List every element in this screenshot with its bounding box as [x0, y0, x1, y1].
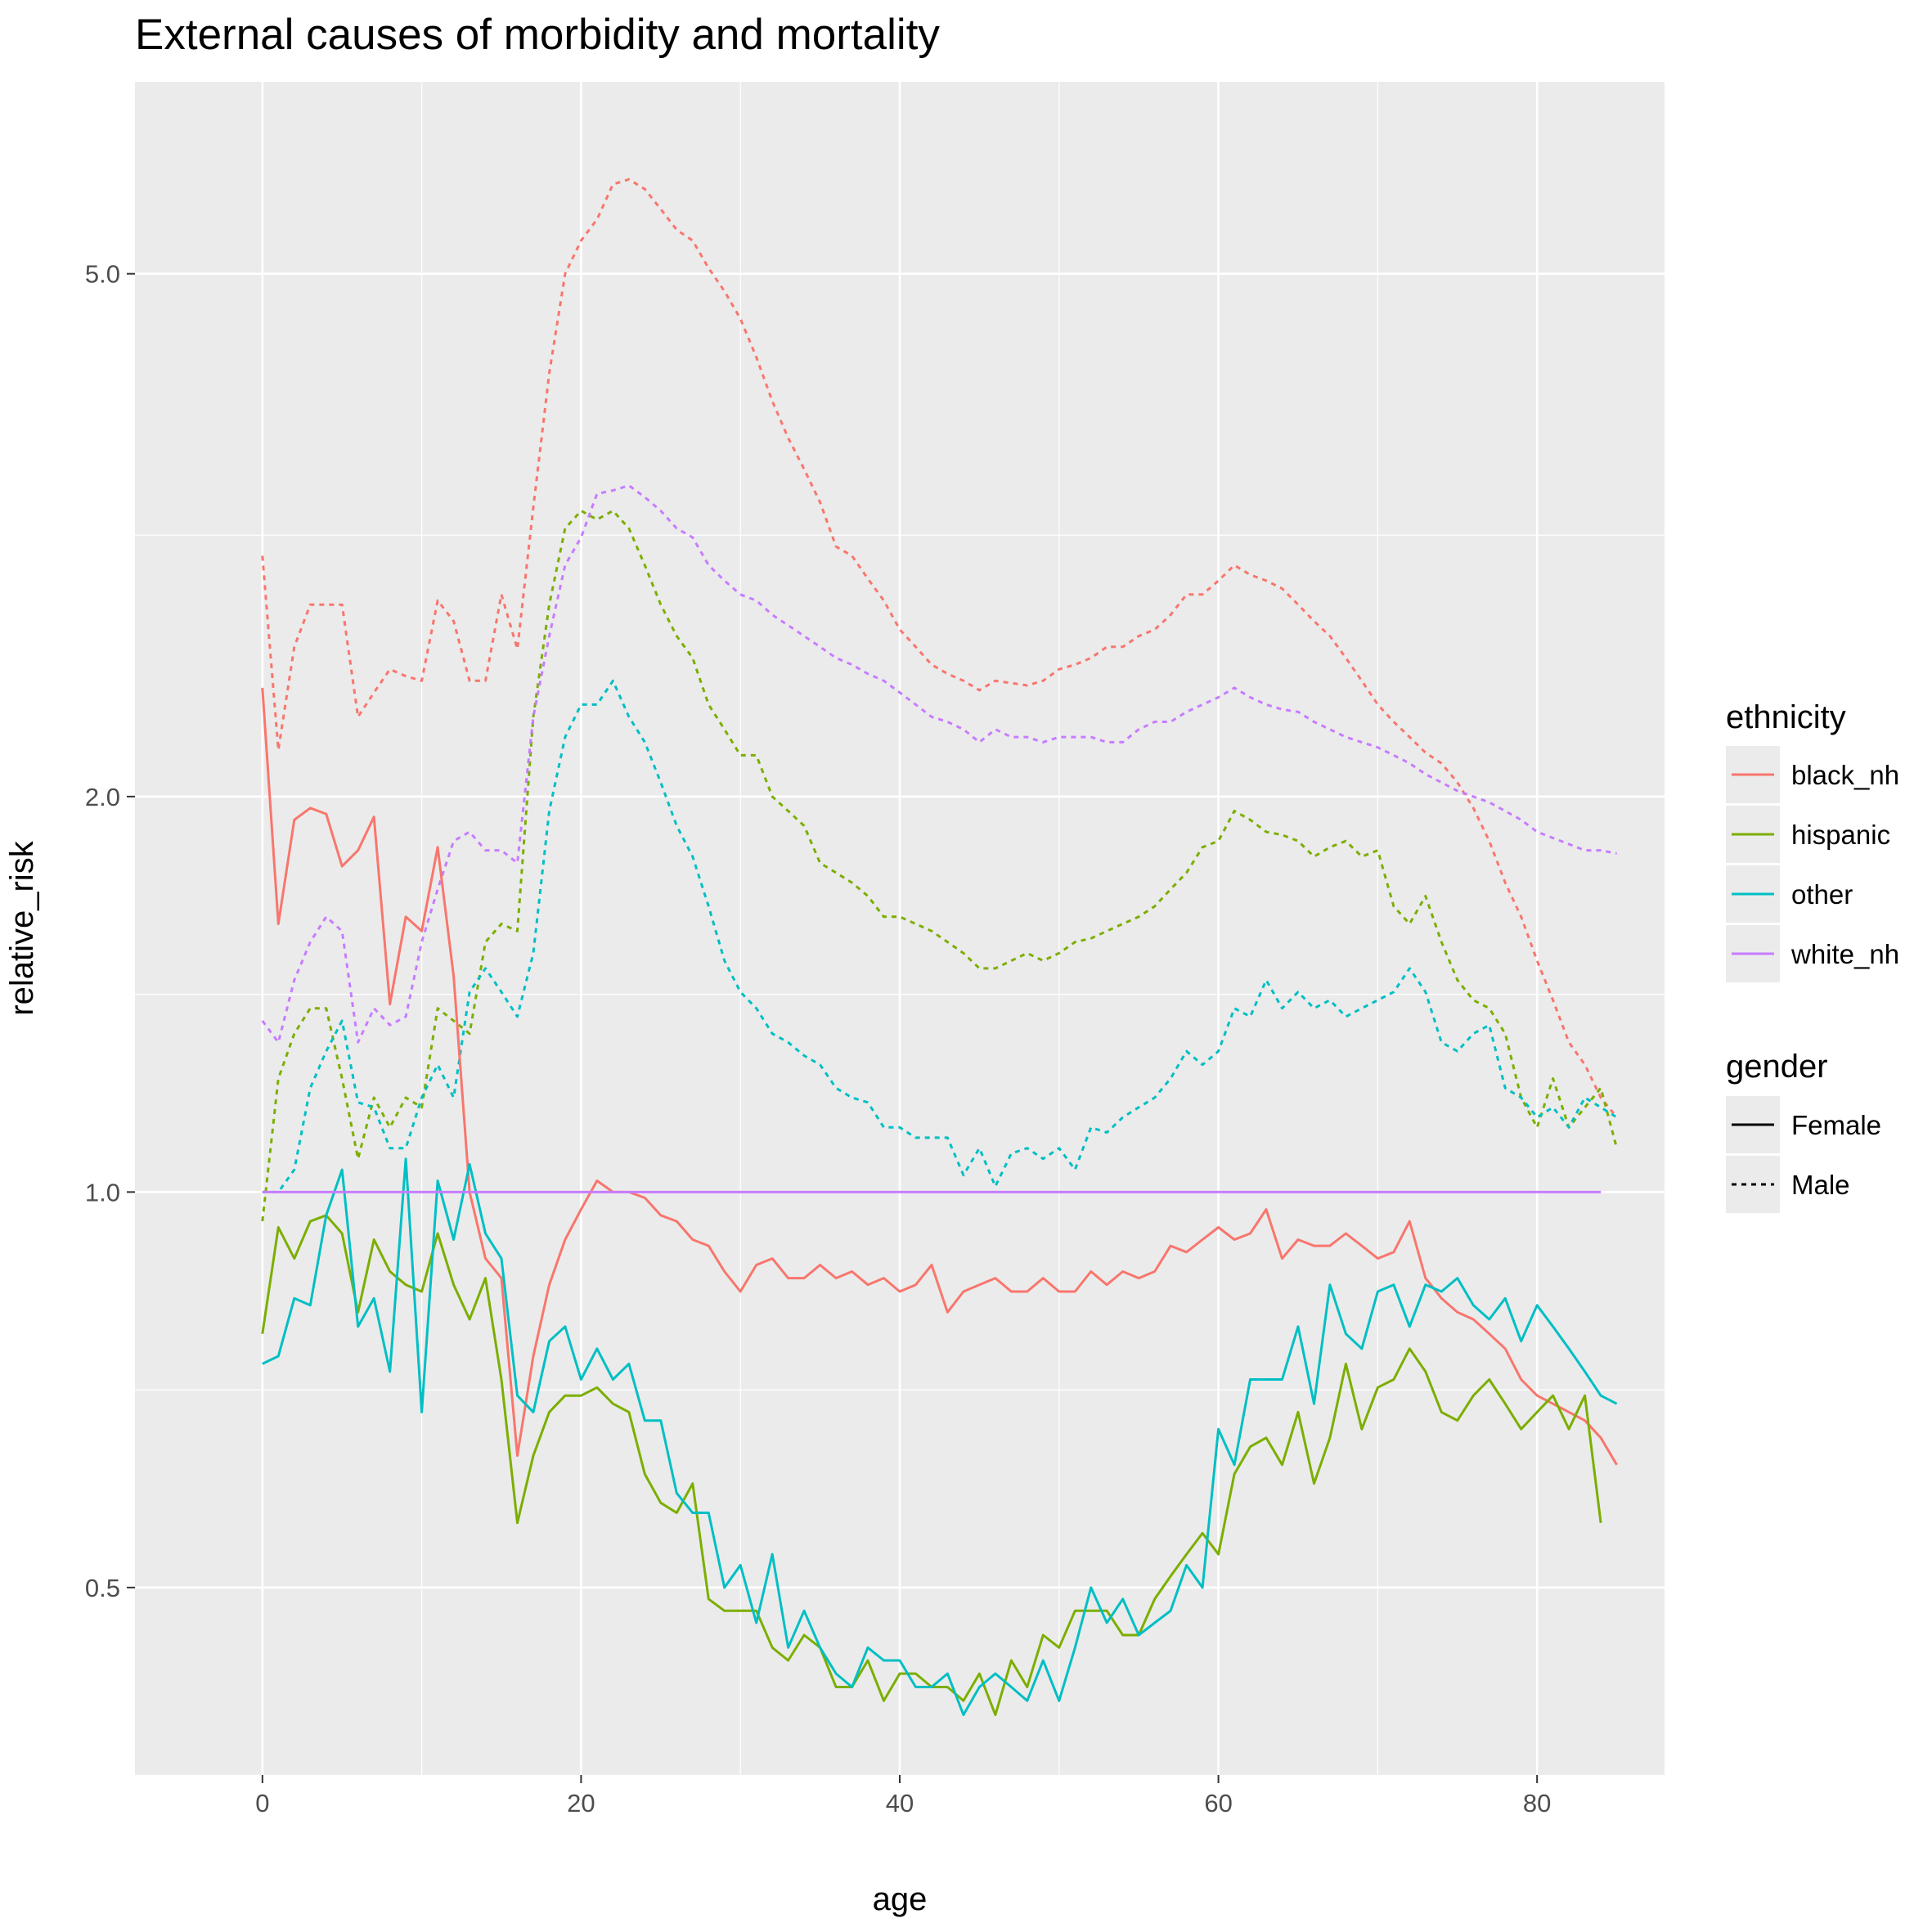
legend-label-white_nh: white_nh — [1790, 939, 1899, 969]
series-line-other-female — [262, 1157, 1618, 1716]
chart-title: External causes of morbidity and mortali… — [135, 11, 940, 59]
y-tick-label: 2.0 — [85, 783, 120, 811]
legend-label-hispanic: hispanic — [1791, 820, 1890, 850]
x-tick-label: 60 — [1204, 1789, 1232, 1817]
x-tick-label: 20 — [567, 1789, 595, 1817]
legend: ethnicity black_nh hispanic other white_nhge… — [1726, 699, 1899, 1213]
series-line-other-male — [262, 679, 1618, 1193]
y-axis-title: relative_risk — [4, 840, 40, 1015]
y-tick-label: 0.5 — [85, 1574, 120, 1602]
legend-label-black_nh: black_nh — [1791, 760, 1899, 790]
y-tick-label: 1.0 — [85, 1178, 120, 1206]
legend-label-male: Male — [1791, 1170, 1850, 1200]
x-axis-title: age — [873, 1881, 928, 1917]
y-axis: 0.5 1.0 2.0 5.0 — [85, 260, 135, 1602]
x-axis: 0 20 40 60 80 — [255, 1775, 1551, 1817]
legend-title-gender: gender — [1726, 1049, 1828, 1085]
series-line-black_nh-female — [261, 687, 1618, 1466]
series-line-hispanic-male — [261, 510, 1619, 1222]
y-tick-label: 5.0 — [85, 260, 120, 289]
x-tick-label: 0 — [255, 1789, 269, 1817]
x-tick-label: 40 — [886, 1789, 914, 1817]
legend-title-ethnicity: ethnicity — [1726, 699, 1846, 735]
series-line-white_nh-male — [261, 484, 1617, 1044]
legend-label-other: other — [1791, 879, 1853, 910]
legend-label-female: Female — [1791, 1110, 1881, 1140]
x-tick-label: 80 — [1523, 1789, 1551, 1817]
series-lines — [261, 177, 1619, 1716]
